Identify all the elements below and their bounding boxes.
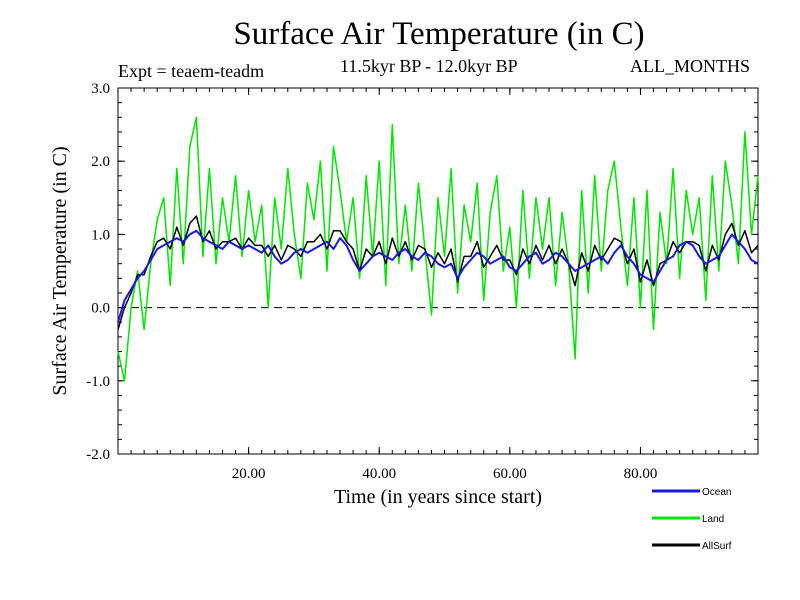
y-tick-label: 3.0 [91,81,110,97]
y-tick-label: 0.0 [91,301,110,317]
legend-label-land: Land [702,514,724,525]
experiment-label: Expt = teaem-teadm [118,61,265,81]
legend-label-allsurf: AllSurf [702,541,732,552]
x-tick-label: 80.00 [624,466,658,482]
y-tick-label: -1.0 [86,374,110,390]
y-tick-label: -2.0 [86,447,110,463]
plot-frame [117,87,759,455]
legend: Ocean Land AllSurf [652,487,732,552]
chart-title: Surface Air Temperature (in C) [233,16,645,52]
x-axis-label: Time (in years since start) [334,486,542,508]
y-tick-label: 2.0 [91,154,110,170]
y-tick-label: 1.0 [91,227,110,243]
series-layer [117,116,759,382]
series-line-land [117,116,759,382]
period-label: 11.5kyr BP - 12.0kyr BP [340,56,518,76]
legend-label-ocean: Ocean [702,487,731,498]
months-label: ALL_MONTHS [630,56,750,76]
series-line-ocean [117,229,759,323]
y-axis-label: Surface Air Temperature (in C) [49,146,71,395]
x-tick-label: 20.00 [232,466,266,482]
x-axis: 20.00 40.00 60.00 80.00 [130,88,746,482]
x-tick-label: 40.00 [362,466,396,482]
series-line-allsurf [117,215,759,330]
x-tick-label: 60.00 [493,466,527,482]
